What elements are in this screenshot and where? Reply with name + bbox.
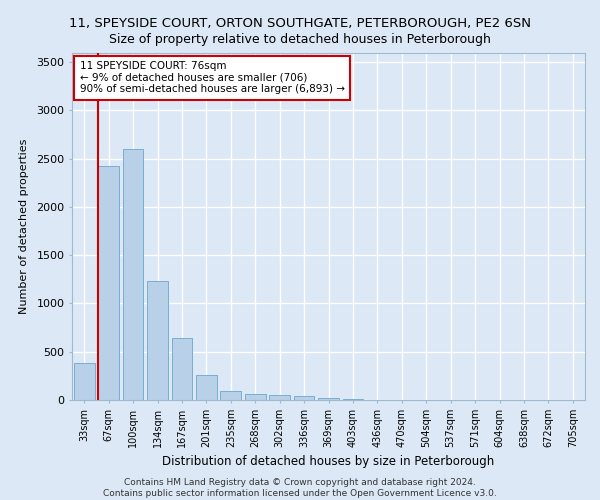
Bar (74, 364, 95, 400)
Bar (172, 338, 193, 400)
Text: 11, SPEYSIDE COURT, ORTON SOUTHGATE, PETERBOROUGH, PE2 6SN: 11, SPEYSIDE COURT, ORTON SOUTHGATE, PET… (69, 18, 531, 30)
Text: 11 SPEYSIDE COURT: 76sqm
← 9% of detached houses are smaller (706)
90% of semi-d: 11 SPEYSIDE COURT: 76sqm ← 9% of detache… (80, 61, 344, 94)
Bar (343, 399, 364, 400)
Bar (196, 375, 217, 400)
Bar (269, 394, 290, 400)
Y-axis label: Number of detached properties: Number of detached properties (19, 138, 29, 314)
Bar (122, 149, 143, 400)
Text: Contains HM Land Registry data © Crown copyright and database right 2024.
Contai: Contains HM Land Registry data © Crown c… (103, 478, 497, 498)
Bar (293, 396, 314, 400)
Bar (98, 166, 119, 400)
Bar (245, 394, 266, 400)
Bar (147, 282, 168, 400)
Bar (220, 392, 241, 400)
X-axis label: Distribution of detached houses by size in Peterborough: Distribution of detached houses by size … (163, 456, 494, 468)
Bar (318, 398, 339, 400)
Text: Size of property relative to detached houses in Peterborough: Size of property relative to detached ho… (109, 32, 491, 46)
